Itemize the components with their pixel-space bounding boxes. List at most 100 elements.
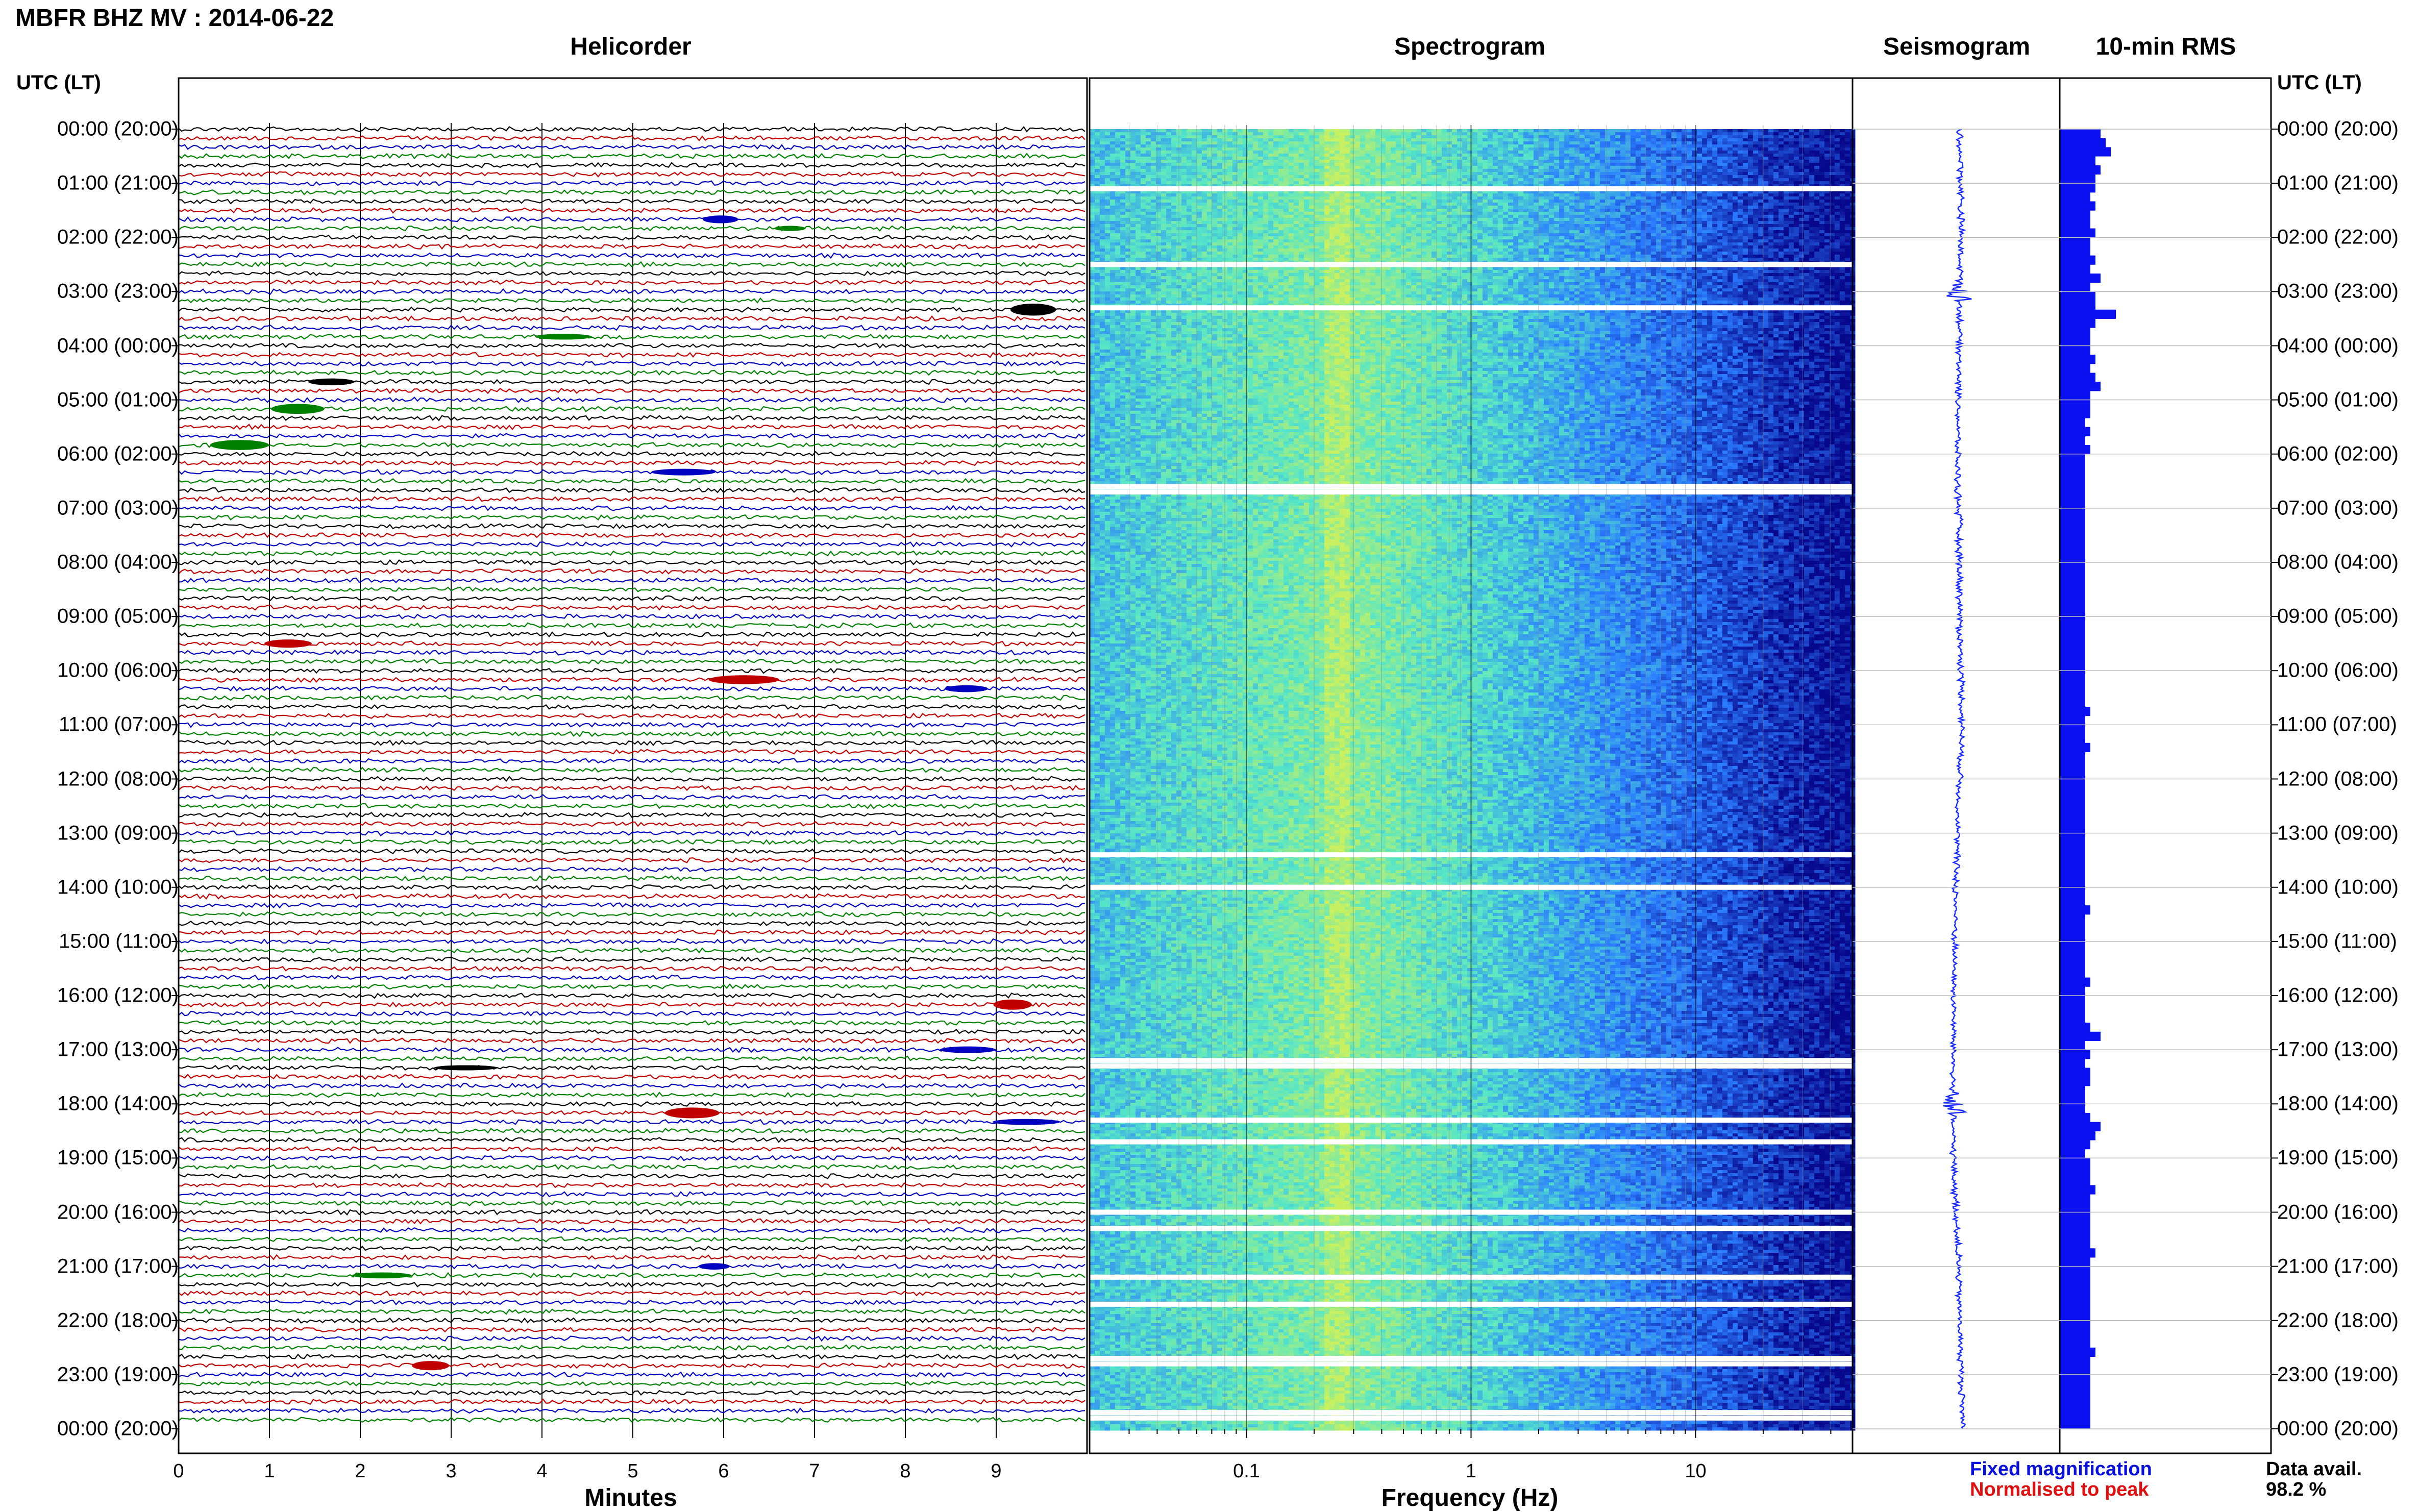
spectrogram-cell: [1125, 147, 1131, 151]
spectrogram-cell: [1411, 129, 1417, 133]
spectrogram-cell: [1631, 129, 1636, 133]
spectrogram-cell: [1692, 147, 1697, 151]
spectrogram-cell: [1544, 132, 1549, 136]
spectrogram-cell: [1814, 141, 1820, 145]
spectrogram-cell: [1345, 151, 1350, 154]
spectrogram-cell: [1115, 144, 1121, 148]
spectrogram-cell: [1753, 132, 1759, 136]
spectrogram-cell: [1590, 157, 1595, 160]
spectrogram-cell: [1488, 144, 1493, 148]
spectrogram-cell: [1421, 144, 1427, 148]
spectrogram-cell: [1620, 147, 1626, 151]
spectrogram-cell: [1564, 141, 1570, 145]
spectrogram-cell: [1564, 138, 1570, 142]
spectrogram-cell: [1763, 135, 1769, 139]
helicorder-trace: [179, 1102, 1085, 1106]
spectrogram-cell: [1217, 147, 1223, 151]
spectrogram-cell: [1692, 144, 1697, 148]
spectrogram-cell: [1692, 157, 1697, 160]
spectrogram-cell: [1197, 157, 1202, 160]
helicorder-trace: [179, 948, 1085, 953]
spectrogram-cell: [1748, 141, 1754, 145]
spectrogram-cell: [1263, 154, 1269, 157]
helicorder-trace: [179, 334, 1085, 339]
spectrogram-cell: [1437, 138, 1442, 142]
spectrogram-cell: [1768, 135, 1774, 139]
spectrogram-cell: [1636, 157, 1641, 160]
spectrogram-cell: [1722, 157, 1728, 160]
spectrogram-cell: [1794, 144, 1799, 148]
spectrogram-cell: [1161, 141, 1167, 145]
spectrogram-cell: [1600, 151, 1606, 154]
helicorder-trace: [179, 1372, 1085, 1377]
spectrogram-cell: [1161, 135, 1167, 139]
spectrogram-cell: [1610, 144, 1616, 148]
spectrogram-cell: [1830, 138, 1835, 142]
spectrogram-cell: [1789, 144, 1794, 148]
spectrogram-cell: [1335, 144, 1340, 148]
spectrogram-cell: [1554, 141, 1560, 145]
spectrogram-cell: [1579, 151, 1585, 154]
spectrogram-cell: [1646, 135, 1651, 139]
spectrogram-cell: [1840, 144, 1845, 148]
spectrogram-cell: [1442, 129, 1447, 133]
spectrogram-cell: [1283, 129, 1289, 133]
spectrogram-cell: [1840, 151, 1845, 154]
spectrogram-cell: [1809, 151, 1815, 154]
spectrogram-cell: [1319, 138, 1325, 142]
spectrogram-cell: [1095, 144, 1100, 148]
spectrogram-cell: [1539, 141, 1544, 145]
spectrogram-cell: [1227, 151, 1233, 154]
spectrogram-cell: [1554, 138, 1560, 142]
spectrogram-cell: [1641, 157, 1646, 160]
spectrogram-cell: [1646, 147, 1651, 151]
spectrogram-cell: [1830, 132, 1835, 136]
spectrogram-cell: [1534, 147, 1539, 151]
spectrogram-cell: [1360, 147, 1366, 151]
spectrogram-cell: [1146, 157, 1151, 160]
spectrogram-cell: [1682, 154, 1687, 157]
spectrogram-cell: [1253, 147, 1258, 151]
spectrogram-cell: [1202, 132, 1207, 136]
spectrogram-cell: [1636, 154, 1641, 157]
spectrogram-cell: [1421, 147, 1427, 151]
spectrogram-cell: [1141, 157, 1146, 160]
spectrogram-cell: [1115, 157, 1121, 160]
spectrogram-cell: [1477, 157, 1483, 160]
spectrogram-cell: [1105, 154, 1110, 157]
spectrogram-cell: [1666, 151, 1672, 154]
spectrogram-cell: [1666, 141, 1672, 145]
spectrogram-cell: [1232, 157, 1238, 160]
spectrogram-cell: [1738, 135, 1743, 139]
helicorder-trace: [179, 723, 1085, 728]
spectrogram-cell: [1457, 154, 1463, 157]
helicorder-trace: [179, 307, 1085, 312]
spectrogram-cell: [1544, 141, 1549, 145]
spectrogram-cell: [1314, 132, 1320, 136]
helicorder-trace: [179, 226, 1085, 231]
spectrogram-cell: [1258, 135, 1264, 139]
spectrogram-cell: [1845, 132, 1850, 136]
spectrogram-cell: [1386, 141, 1391, 145]
spectrogram-cell: [1738, 138, 1743, 142]
helicorder-trace: [179, 1255, 1085, 1259]
spectrogram-cell: [1840, 154, 1845, 157]
spectrogram-cell: [1569, 151, 1575, 154]
spectrogram-cell: [1258, 129, 1264, 133]
spectrogram-cell: [1733, 141, 1738, 145]
spectrogram-cell: [1386, 147, 1391, 151]
spectrogram-cell: [1493, 135, 1498, 139]
spectrogram-cell: [1845, 151, 1850, 154]
helicorder-panel: [179, 123, 1085, 1438]
spectrogram-cell: [1243, 157, 1248, 160]
spectrogram-cell: [1631, 147, 1636, 151]
spectrogram-cell: [1666, 129, 1672, 133]
spectrogram-cell: [1380, 141, 1386, 145]
spectrogram-cell: [1636, 144, 1641, 148]
spectrogram-cell: [1278, 144, 1284, 148]
spectrogram-cell: [1534, 138, 1539, 142]
spectrogram-cell: [1141, 151, 1146, 154]
spectrogram-cell: [1258, 157, 1264, 160]
spectrogram-cell: [1319, 129, 1325, 133]
spectrogram-cell: [1136, 141, 1141, 145]
